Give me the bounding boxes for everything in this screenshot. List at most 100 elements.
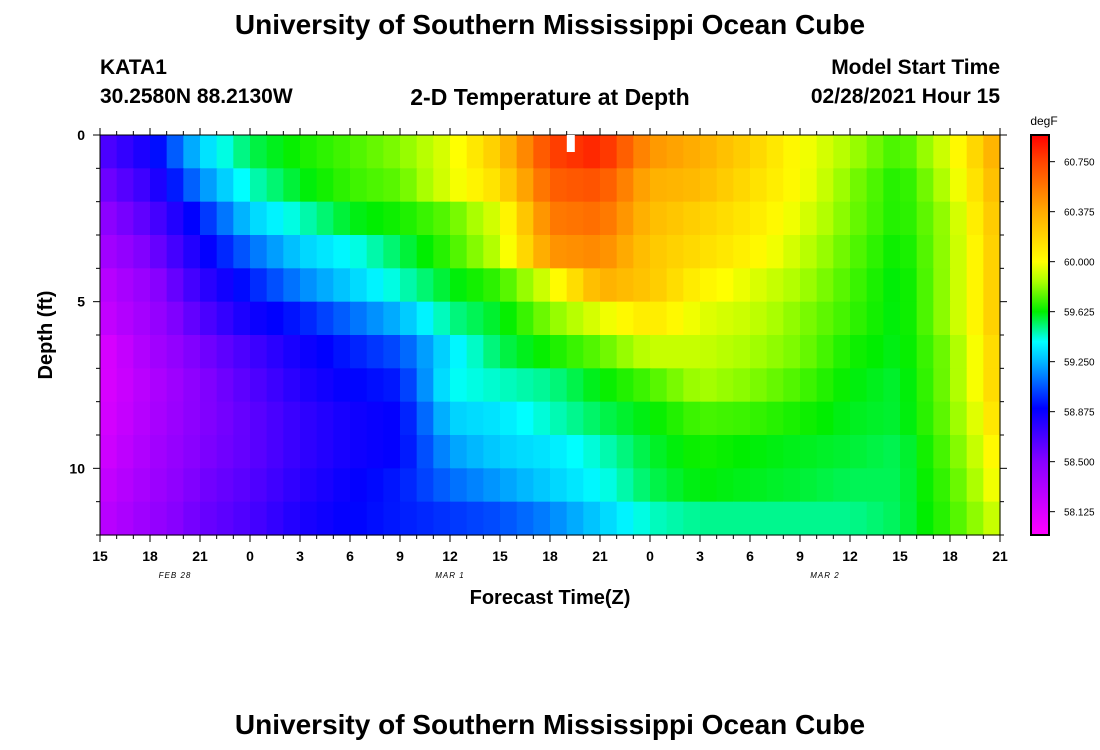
heatmap-cell <box>550 268 568 303</box>
heatmap-cell <box>833 368 851 403</box>
heatmap-cell <box>883 501 901 536</box>
heatmap-cell <box>983 401 1001 436</box>
heatmap-cell <box>733 168 751 203</box>
heatmap-cell <box>933 435 951 469</box>
heatmap-cell <box>166 268 184 303</box>
heatmap-cell <box>850 501 868 536</box>
heatmap-cell <box>950 368 968 403</box>
heatmap-cell <box>600 235 618 269</box>
heatmap-cell <box>566 301 584 336</box>
heatmap-cell <box>266 401 284 436</box>
heatmap-cell <box>750 501 768 536</box>
y-tick-label: 5 <box>77 294 85 310</box>
heatmap-cell <box>800 468 818 503</box>
heatmap-cell <box>883 201 901 236</box>
heatmap-cell <box>183 268 201 303</box>
heatmap-cell <box>900 301 918 336</box>
heatmap-cell <box>983 235 1001 269</box>
heatmap-cell <box>600 401 618 436</box>
heatmap-cell <box>100 201 118 236</box>
heatmap-cell <box>783 435 801 469</box>
heatmap-cell <box>766 301 784 336</box>
heatmap-cell <box>666 135 684 169</box>
heatmap-cell <box>250 435 268 469</box>
heatmap-cell <box>383 268 401 303</box>
heatmap-cell <box>783 501 801 536</box>
heatmap-cell <box>366 168 384 203</box>
heatmap-cell <box>500 235 518 269</box>
heatmap-cell <box>550 468 568 503</box>
heatmap-cell <box>883 435 901 469</box>
heatmap-cell <box>183 368 201 403</box>
heatmap-cell <box>883 135 901 169</box>
heatmap-cell <box>483 501 501 536</box>
heatmap-cell <box>850 168 868 203</box>
heatmap-cell <box>766 135 784 169</box>
heatmap-cell <box>200 335 218 369</box>
heatmap-cell <box>283 435 301 469</box>
heatmap-cell <box>550 135 568 169</box>
heatmap-cell <box>433 401 451 436</box>
heatmap-cell <box>233 435 251 469</box>
heatmap-cell <box>733 335 751 369</box>
heatmap-cell <box>116 468 134 503</box>
heatmap-cell <box>583 401 601 436</box>
heatmap-cell <box>833 468 851 503</box>
heatmap-cell <box>950 168 968 203</box>
heatmap-cell <box>550 501 568 536</box>
heatmap-cell <box>416 268 434 303</box>
heatmap-cell <box>116 501 134 536</box>
heatmap-cell <box>566 368 584 403</box>
heatmap-cell <box>450 201 468 236</box>
heatmap-cell <box>333 401 351 436</box>
heatmap-cell <box>333 335 351 369</box>
heatmap-cell <box>716 435 734 469</box>
heatmap-cell <box>333 501 351 536</box>
heatmap-cell <box>966 135 984 169</box>
heatmap-cell <box>466 135 484 169</box>
heatmap-cell <box>816 168 834 203</box>
heatmap-cell <box>283 335 301 369</box>
heatmap-cell <box>500 201 518 236</box>
heatmap-cell <box>450 335 468 369</box>
heatmap-cell <box>483 235 501 269</box>
heatmap-cell <box>500 168 518 203</box>
heatmap-cell <box>633 468 651 503</box>
heatmap-cell <box>233 201 251 236</box>
heatmap-cell <box>633 435 651 469</box>
heatmap-cell <box>833 501 851 536</box>
heatmap-cell <box>666 335 684 369</box>
heatmap-cell <box>133 135 151 169</box>
heatmap-cell <box>416 401 434 436</box>
heatmap-cell <box>700 335 718 369</box>
heatmap-cell <box>950 135 968 169</box>
heatmap-cell <box>183 235 201 269</box>
heatmap-cell <box>566 335 584 369</box>
heatmap-cell <box>400 368 418 403</box>
heatmap-cell <box>166 135 184 169</box>
heatmap-cell <box>766 168 784 203</box>
heatmap-cell <box>633 268 651 303</box>
heatmap-cell <box>716 401 734 436</box>
x-tick-label: 15 <box>492 548 508 564</box>
heatmap-cell <box>566 435 584 469</box>
heatmap-cell <box>483 401 501 436</box>
heatmap-cell <box>866 335 884 369</box>
heatmap-cell <box>983 168 1001 203</box>
heatmap-cell <box>883 268 901 303</box>
heatmap-cell <box>950 401 968 436</box>
heatmap-cell <box>533 335 551 369</box>
heatmap-cell <box>533 435 551 469</box>
heatmap-cell <box>516 368 534 403</box>
heatmap-cell <box>933 501 951 536</box>
heatmap-cell <box>516 268 534 303</box>
heatmap-cell <box>216 335 234 369</box>
heatmap-cell <box>433 301 451 336</box>
heatmap-cell <box>883 468 901 503</box>
heatmap-cell <box>266 335 284 369</box>
heatmap-cell <box>966 301 984 336</box>
heatmap-cell <box>900 501 918 536</box>
heatmap-cell <box>466 235 484 269</box>
heatmap-cell <box>400 335 418 369</box>
heatmap-cell <box>433 201 451 236</box>
